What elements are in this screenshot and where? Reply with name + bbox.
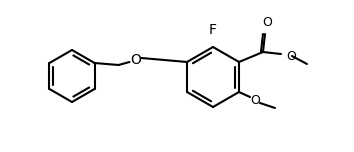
Text: O: O: [130, 53, 141, 67]
Text: O: O: [286, 50, 296, 62]
Text: F: F: [209, 23, 217, 37]
Text: O: O: [250, 93, 260, 107]
Text: O: O: [262, 16, 272, 29]
